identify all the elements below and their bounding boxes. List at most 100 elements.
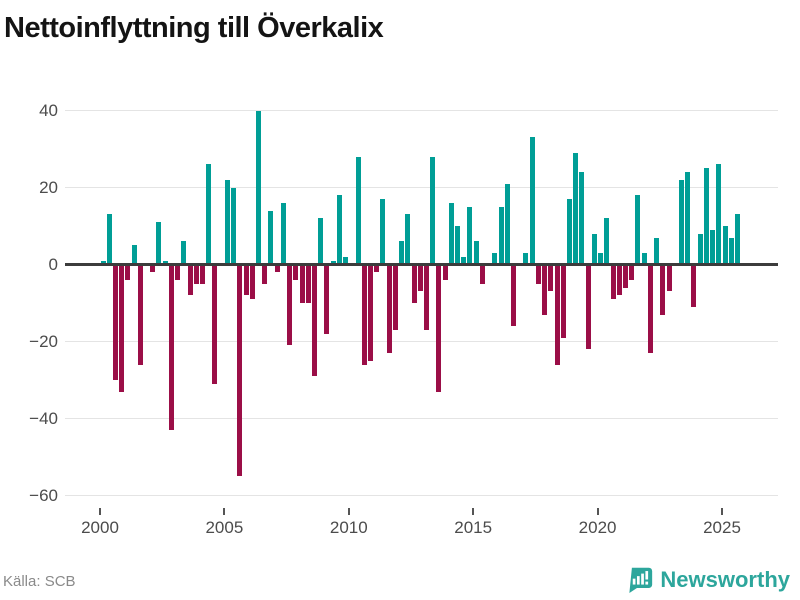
bar-quarter-2022-Q4 [666, 264, 672, 292]
y-axis-label: 40 [39, 100, 58, 120]
bar-quarter-2019-Q4 [591, 233, 597, 265]
bar-quarter-2007-Q3 [287, 264, 293, 346]
gridline-y-20 [65, 187, 778, 188]
bar-quarter-2005-Q3 [237, 264, 243, 477]
bar-quarter-2004-Q3 [212, 264, 218, 384]
bar-quarter-2009-Q3 [336, 195, 342, 265]
bar-quarter-2007-Q1 [274, 264, 280, 273]
bar-quarter-2010-Q3 [361, 264, 367, 365]
bar-quarter-2007-Q2 [280, 202, 286, 265]
bar-quarter-2024-Q2 [703, 168, 709, 265]
x-axis-tick-2015 [472, 508, 475, 515]
bar-quarter-2020-Q3 [610, 264, 616, 300]
bar-quarter-2020-Q4 [616, 264, 622, 296]
bar-quarter-2017-Q1 [523, 252, 529, 265]
bar-quarter-2016-Q2 [504, 183, 510, 265]
bar-quarter-2014-Q4 [467, 206, 473, 265]
bar-quarter-2018-Q4 [567, 199, 572, 265]
bar-quarter-2024-Q1 [697, 233, 703, 265]
bar-quarter-2012-Q4 [417, 264, 423, 292]
bar-quarter-2011-Q1 [374, 264, 380, 273]
bar-quarter-2004-Q2 [206, 164, 212, 265]
gridline-y--40 [65, 418, 778, 419]
bar-quarter-2016-Q1 [498, 206, 504, 265]
bar-quarter-2017-Q3 [535, 264, 541, 284]
bar-quarter-2003-Q4 [193, 264, 199, 284]
bar-quarter-2024-Q4 [716, 164, 722, 265]
bar-quarter-2012-Q1 [399, 241, 405, 265]
bar-quarter-2011-Q2 [380, 199, 386, 265]
x-axis-label: 2015 [454, 518, 493, 537]
gridline-y--60 [65, 495, 778, 496]
bar-quarter-2008-Q1 [299, 264, 305, 303]
bar-quarter-2000-Q3 [112, 264, 118, 380]
bar-quarter-2025-Q3 [734, 214, 740, 265]
x-axis-label: 2025 [703, 518, 741, 537]
bar-quarter-2013-Q2 [430, 156, 436, 265]
bar-quarter-2001-Q3 [137, 264, 143, 365]
bar-quarter-2000-Q4 [119, 264, 125, 392]
bar-quarter-2011-Q4 [392, 264, 398, 330]
bar-quarter-2005-Q1 [224, 179, 230, 265]
bar-quarter-2013-Q3 [436, 264, 442, 392]
bar-quarter-2015-Q2 [479, 264, 485, 284]
bar-quarter-2010-Q4 [367, 264, 373, 361]
bar-quarter-2014-Q3 [461, 256, 467, 265]
bar-quarter-2011-Q3 [386, 264, 392, 354]
bar-quarter-2022-Q1 [647, 264, 653, 354]
bar-quarter-2014-Q2 [455, 226, 461, 265]
bar-quarter-2021-Q4 [641, 252, 647, 265]
y-axis-label: −60 [29, 485, 58, 505]
bar-quarter-2017-Q2 [529, 137, 535, 265]
bar-quarter-2015-Q4 [492, 252, 498, 265]
bar-quarter-2000-Q2 [106, 214, 112, 265]
bar-quarter-2014-Q1 [448, 202, 454, 265]
gridline-y--20 [65, 341, 778, 342]
bar-quarter-2012-Q3 [411, 264, 417, 303]
bar-quarter-2009-Q4 [343, 256, 349, 265]
bar-quarter-2023-Q4 [691, 264, 697, 307]
y-axis-label: −20 [29, 331, 58, 351]
bar-quarter-2023-Q3 [685, 172, 691, 265]
bar-quarter-2015-Q1 [473, 241, 479, 265]
bar-quarter-2022-Q3 [660, 264, 666, 315]
bar-quarter-2017-Q4 [542, 264, 548, 315]
bar-quarter-2021-Q3 [635, 195, 641, 265]
x-axis-label: 2010 [329, 518, 368, 537]
x-axis-label: 2020 [578, 518, 617, 537]
bar-quarter-2008-Q4 [318, 218, 324, 265]
bar-quarter-2006-Q4 [268, 210, 274, 265]
bar-quarter-2008-Q2 [305, 264, 311, 303]
bar-quarter-2022-Q2 [654, 237, 660, 265]
bar-quarter-2023-Q2 [678, 179, 684, 265]
newsworthy-wordmark: Newsworthy [660, 566, 790, 592]
bar-quarter-2018-Q1 [548, 264, 554, 292]
bar-quarter-2021-Q2 [629, 264, 635, 280]
y-axis-label: 0 [48, 254, 58, 274]
bar-quarter-2006-Q2 [256, 110, 261, 265]
bar-quarter-2024-Q3 [710, 229, 716, 265]
bar-quarter-2020-Q2 [604, 218, 610, 265]
bar-quarter-2000-Q1 [100, 260, 106, 265]
bar-quarter-2006-Q3 [262, 264, 268, 284]
x-axis-tick-2000 [99, 508, 101, 515]
x-axis-tick-2005 [223, 508, 226, 515]
bar-quarter-2002-Q3 [162, 260, 168, 265]
newsworthy-bar-chart-bubble-icon [626, 566, 653, 593]
bar-quarter-2018-Q3 [560, 264, 566, 338]
bar-quarter-2003-Q3 [187, 264, 193, 296]
bar-quarter-2004-Q1 [200, 264, 206, 284]
bar-quarter-2001-Q2 [131, 245, 137, 265]
bar-quarter-2016-Q3 [511, 264, 517, 327]
x-axis-label: 2005 [205, 518, 244, 537]
x-axis-tick-2010 [347, 508, 350, 515]
x-axis-label: 2000 [81, 518, 119, 537]
bar-quarter-2020-Q1 [598, 252, 604, 265]
bar-quarter-2025-Q2 [728, 237, 734, 265]
bar-quarter-2002-Q1 [150, 264, 156, 273]
bar-quarter-2025-Q1 [722, 226, 728, 265]
x-axis-tick-2025 [721, 508, 723, 515]
bar-quarter-2002-Q2 [156, 222, 162, 265]
bar-quarter-2003-Q1 [175, 264, 181, 280]
